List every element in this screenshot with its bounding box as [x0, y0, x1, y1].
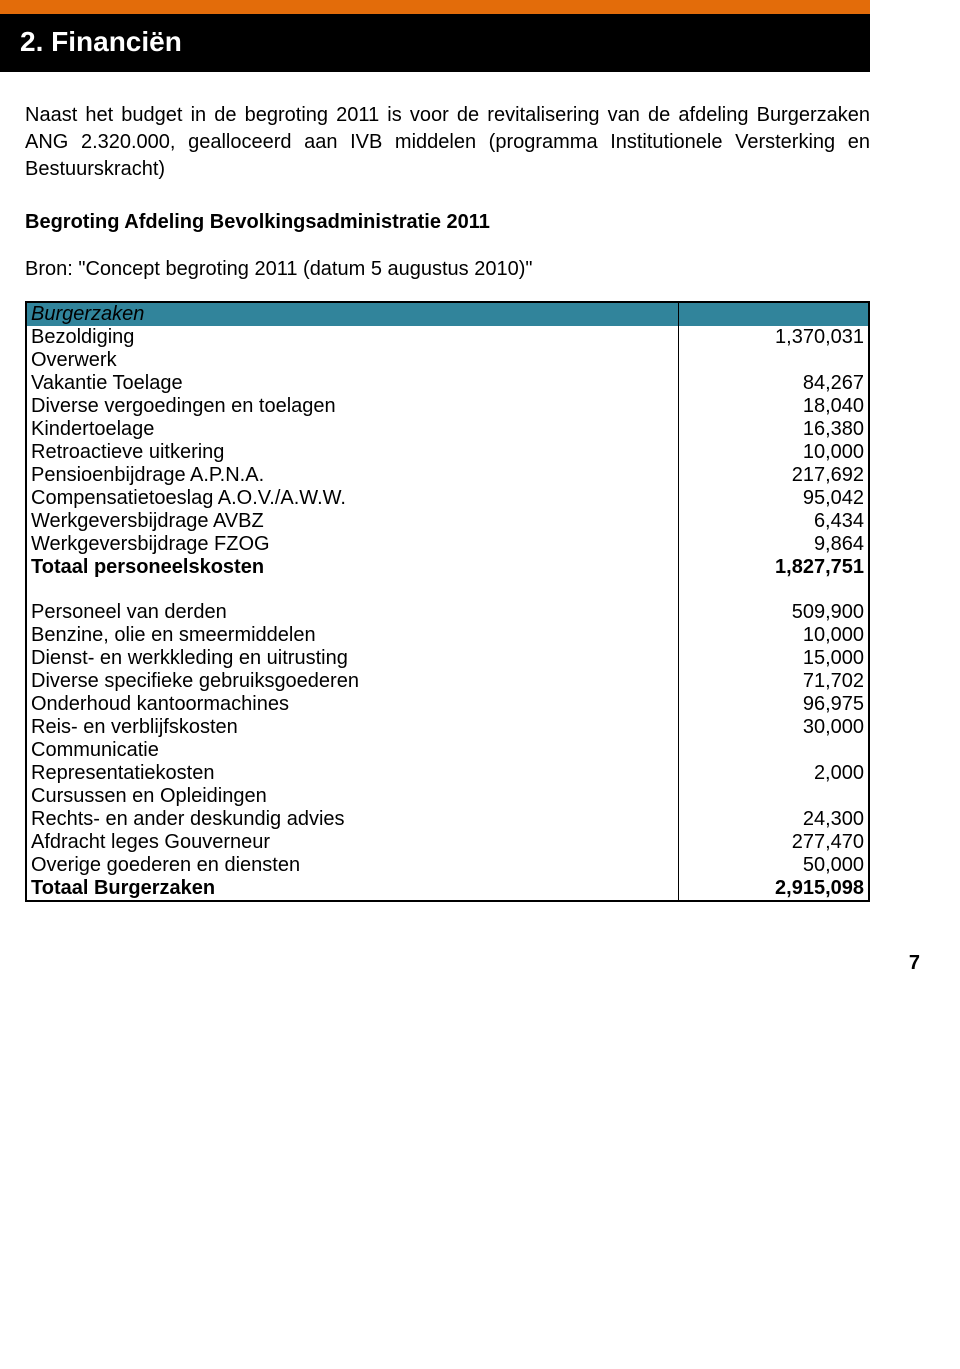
- row-label: Afdracht leges Gouverneur: [26, 831, 679, 854]
- row-value: 509,900: [679, 601, 869, 624]
- row-label: Representatiekosten: [26, 762, 679, 785]
- table-gap-row: [26, 579, 869, 601]
- table-row: Werkgeversbijdrage AVBZ6,434: [26, 510, 869, 533]
- row-label: Vakantie Toelage: [26, 372, 679, 395]
- source-line: Bron: "Concept begroting 2011 (datum 5 a…: [25, 258, 870, 281]
- row-label: Retroactieve uitkering: [26, 441, 679, 464]
- table-row: Overige goederen en diensten50,000: [26, 854, 869, 877]
- row-label: Overwerk: [26, 349, 679, 372]
- row-label: Compensatietoeslag A.O.V./A.W.W.: [26, 487, 679, 510]
- row-label: Werkgeversbijdrage AVBZ: [26, 510, 679, 533]
- table-row: Totaal Burgerzaken2,915,098: [26, 877, 869, 901]
- row-value: 50,000: [679, 854, 869, 877]
- row-label: Diverse vergoedingen en toelagen: [26, 395, 679, 418]
- row-label: Communicatie: [26, 739, 679, 762]
- row-label: Werkgeversbijdrage FZOG: [26, 533, 679, 556]
- row-label: Diverse specifieke gebruiksgoederen: [26, 670, 679, 693]
- table-row: Werkgeversbijdrage FZOG9,864: [26, 533, 869, 556]
- table-row: Afdracht leges Gouverneur277,470: [26, 831, 869, 854]
- table-row: Reis- en verblijfskosten30,000: [26, 716, 869, 739]
- table-header-label: Burgerzaken: [26, 302, 679, 326]
- row-value: 1,827,751: [679, 556, 869, 579]
- row-value: 2,915,098: [679, 877, 869, 901]
- row-label: Overige goederen en diensten: [26, 854, 679, 877]
- row-label: Personeel van derden: [26, 601, 679, 624]
- page-title: 2. Financiën: [20, 26, 870, 58]
- row-value: 15,000: [679, 647, 869, 670]
- table-row: Compensatietoeslag A.O.V./A.W.W.95,042: [26, 487, 869, 510]
- table-row: Rechts- en ander deskundig advies24,300: [26, 808, 869, 831]
- row-value: 18,040: [679, 395, 869, 418]
- row-value: 84,267: [679, 372, 869, 395]
- title-bar: 2. Financiën: [0, 14, 870, 72]
- row-label: Benzine, olie en smeermiddelen: [26, 624, 679, 647]
- table-row: Diverse specifieke gebruiksgoederen71,70…: [26, 670, 869, 693]
- subheading: Begroting Afdeling Bevolkingsadministrat…: [25, 211, 870, 234]
- row-label: Pensioenbijdrage A.P.N.A.: [26, 464, 679, 487]
- row-label: Cursussen en Opleidingen: [26, 785, 679, 808]
- row-label: Bezoldiging: [26, 326, 679, 349]
- row-label: Rechts- en ander deskundig advies: [26, 808, 679, 831]
- content: Naast het budget in de begroting 2011 is…: [0, 72, 960, 922]
- row-value: 10,000: [679, 624, 869, 647]
- table-row: Dienst- en werkkleding en uitrusting15,0…: [26, 647, 869, 670]
- row-value: 71,702: [679, 670, 869, 693]
- row-label: Dienst- en werkkleding en uitrusting: [26, 647, 679, 670]
- row-value: [679, 739, 869, 762]
- table-row: Representatiekosten2,000: [26, 762, 869, 785]
- table-row: Pensioenbijdrage A.P.N.A.217,692: [26, 464, 869, 487]
- row-value: 1,370,031: [679, 326, 869, 349]
- table-row: Overwerk: [26, 349, 869, 372]
- table-row: Benzine, olie en smeermiddelen10,000: [26, 624, 869, 647]
- row-value: 217,692: [679, 464, 869, 487]
- row-value: 16,380: [679, 418, 869, 441]
- row-value: 95,042: [679, 487, 869, 510]
- row-label: Totaal personeelskosten: [26, 556, 679, 579]
- table-header-row: Burgerzaken: [26, 302, 869, 326]
- row-label: Onderhoud kantoormachines: [26, 693, 679, 716]
- row-value: 277,470: [679, 831, 869, 854]
- row-value: 96,975: [679, 693, 869, 716]
- row-value: [679, 349, 869, 372]
- table-row: Personeel van derden509,900: [26, 601, 869, 624]
- budget-table: BurgerzakenBezoldiging1,370,031OverwerkV…: [25, 301, 870, 902]
- row-value: [679, 785, 869, 808]
- row-value: 9,864: [679, 533, 869, 556]
- table-row: Communicatie: [26, 739, 869, 762]
- table-row: Vakantie Toelage84,267: [26, 372, 869, 395]
- table-row: Cursussen en Opleidingen: [26, 785, 869, 808]
- table-row: Diverse vergoedingen en toelagen18,040: [26, 395, 869, 418]
- intro-paragraph: Naast het budget in de begroting 2011 is…: [25, 102, 870, 183]
- row-value: 2,000: [679, 762, 869, 785]
- row-value: 6,434: [679, 510, 869, 533]
- row-label: Kindertoelage: [26, 418, 679, 441]
- row-label: Totaal Burgerzaken: [26, 877, 679, 901]
- row-label: Reis- en verblijfskosten: [26, 716, 679, 739]
- table-row: Onderhoud kantoormachines96,975: [26, 693, 869, 716]
- accent-bar: [0, 0, 870, 14]
- page-number: 7: [0, 922, 960, 975]
- table-row: Retroactieve uitkering10,000: [26, 441, 869, 464]
- row-value: 30,000: [679, 716, 869, 739]
- row-value: 24,300: [679, 808, 869, 831]
- row-value: 10,000: [679, 441, 869, 464]
- table-row: Kindertoelage16,380: [26, 418, 869, 441]
- table-row: Bezoldiging1,370,031: [26, 326, 869, 349]
- table-row: Totaal personeelskosten1,827,751: [26, 556, 869, 579]
